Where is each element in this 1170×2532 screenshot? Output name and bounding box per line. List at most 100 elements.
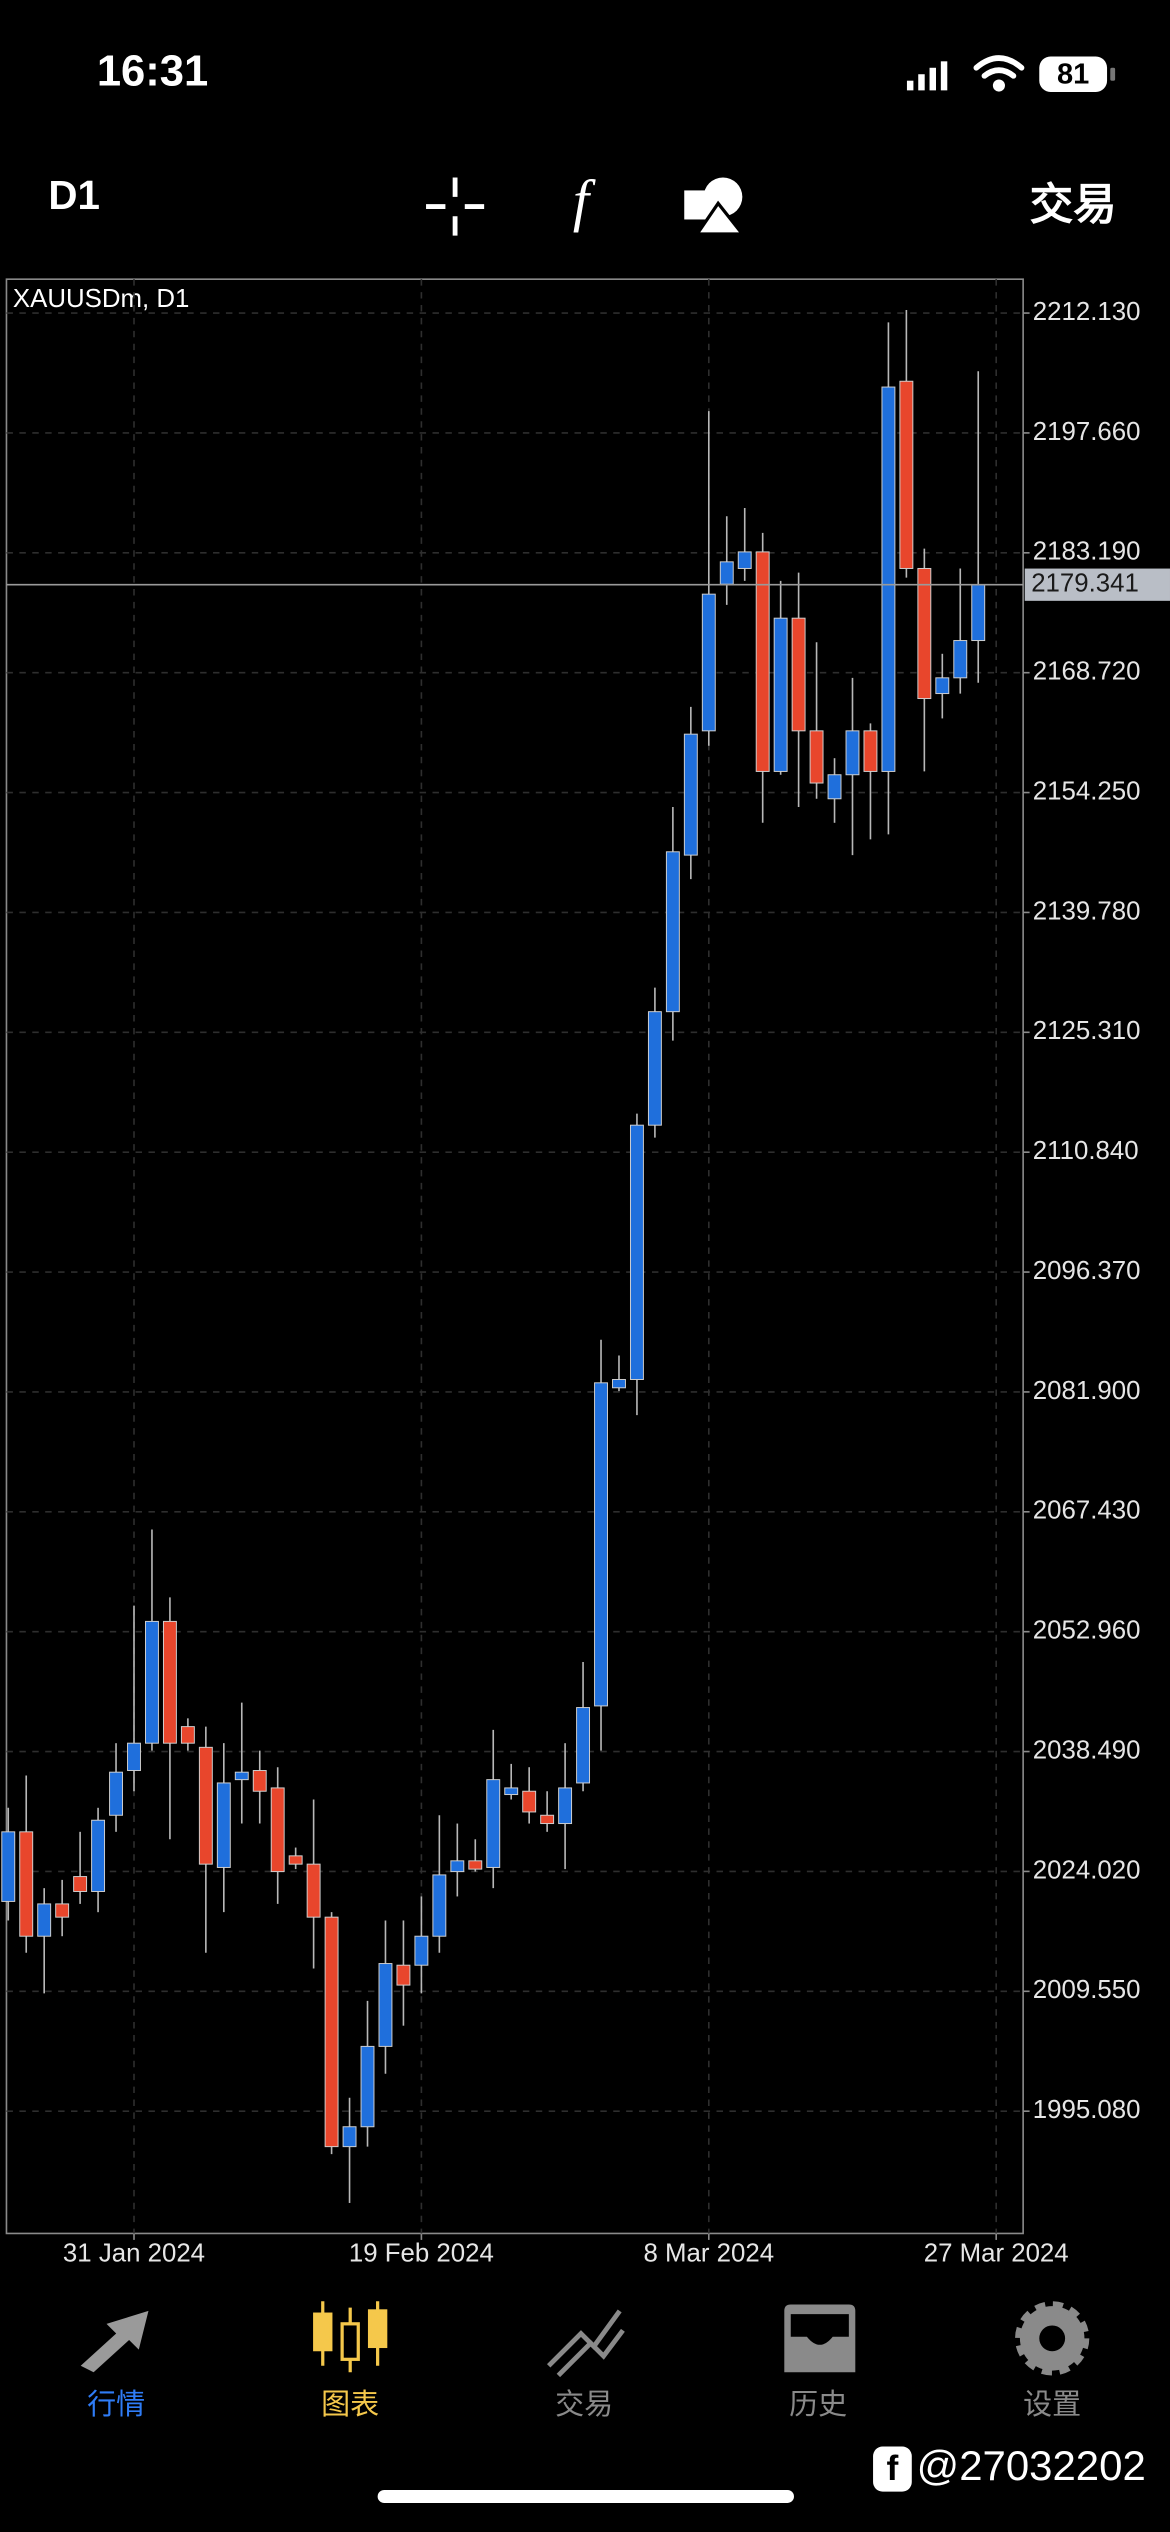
y-tick-label: 2052.960 (1033, 1617, 1141, 1645)
last-price-box (1024, 568, 1170, 601)
candle-body (701, 593, 716, 732)
x-tick-label: 31 Jan 2024 (63, 2239, 205, 2267)
candle-body (55, 1903, 70, 1918)
candle-body (719, 561, 734, 585)
tab-label[interactable]: 交易 (555, 2388, 613, 2421)
x-tick-label: 27 Mar 2024 (924, 2239, 1069, 2267)
candle-body (576, 1707, 591, 1784)
candle-body (216, 1782, 231, 1868)
watermark-icon (873, 2446, 912, 2492)
candle-body (414, 1935, 429, 1966)
candle-body (647, 1011, 662, 1126)
candle-body (270, 1787, 285, 1873)
candle-body (629, 1124, 644, 1380)
candle-body (91, 1819, 106, 1892)
plot: 2212.130 2197.660 2183.190 2168.720 2154.250… (1, 279, 1170, 2267)
candle-body (737, 551, 752, 569)
candle-body (863, 730, 878, 772)
y-tick-label: 2125.310 (1033, 1017, 1141, 1045)
y-tick-label: 2081.900 (1033, 1377, 1141, 1405)
y-tick-label: 2009.550 (1033, 1976, 1141, 2004)
y-tick-label: 2110.840 (1033, 1137, 1139, 1165)
candle-body (73, 1876, 88, 1892)
tab-label[interactable]: 图表 (321, 2388, 379, 2421)
candle-body (306, 1863, 321, 1918)
candle-body (683, 733, 698, 856)
candle-body (791, 617, 806, 732)
y-tick-label: 2168.720 (1033, 658, 1141, 686)
candle-body (396, 1964, 411, 1986)
candle-body (558, 1787, 573, 1825)
tab-quotes-icon[interactable] (80, 2310, 149, 2373)
objects-button[interactable] (684, 177, 746, 236)
candle-body (342, 2126, 357, 2148)
home-indicator (377, 2490, 794, 2503)
candle-body (1, 1831, 16, 1902)
candle-body (773, 617, 788, 772)
candle-body (827, 774, 842, 800)
watermark: @27032202 (917, 2442, 1146, 2489)
candle-body (19, 1831, 34, 1937)
candle-body (288, 1855, 303, 1865)
candle-body (594, 1382, 608, 1707)
tab-label[interactable]: 行情 (87, 2388, 145, 2421)
candle-body (755, 551, 770, 772)
candle-body (198, 1746, 213, 1865)
candle-body (899, 380, 914, 569)
crosshair-button[interactable] (426, 177, 485, 236)
candle-body (234, 1771, 249, 1781)
watermark-icon-glyph: f (887, 2448, 899, 2488)
candle-body (127, 1742, 141, 1772)
candle-body (162, 1620, 177, 1744)
tab-label[interactable]: 设置 (1023, 2389, 1081, 2421)
timeframe-button[interactable]: D1 (48, 172, 100, 218)
y-tick-label: 2096.370 (1033, 1257, 1141, 1285)
battery-icon (1039, 56, 1108, 92)
chart-title: XAUUSDm, D1 (13, 285, 189, 313)
candle-body (845, 730, 860, 776)
wifi-icon (973, 55, 1025, 92)
candle-body (953, 640, 968, 679)
candle-body (109, 1771, 123, 1816)
candle-body (486, 1779, 501, 1868)
y-tick-label: 2154.250 (1033, 777, 1141, 805)
status-time: 16:31 (97, 48, 208, 96)
candle-body (145, 1620, 159, 1744)
candle-body (504, 1787, 519, 1796)
y-tick-label: 1995.080 (1033, 2096, 1141, 2124)
candle-body (360, 2045, 375, 2128)
y-tick-label: 2038.490 (1033, 1736, 1141, 1764)
candle-body (881, 386, 896, 772)
candle-body (432, 1874, 447, 1937)
candle-body (971, 584, 986, 642)
candle-body (935, 677, 950, 695)
battery-cap (1110, 67, 1116, 81)
candle-body (468, 1860, 483, 1870)
tab-settings-icon[interactable] (1015, 2301, 1090, 2376)
last-price-label: 2179.341 (1031, 570, 1139, 598)
trade-button[interactable]: 交易 (1030, 182, 1117, 230)
candle-body (809, 730, 824, 784)
candle-body (522, 1790, 537, 1813)
tab-trade-icon[interactable] (546, 2309, 625, 2378)
candle-body (324, 1916, 339, 2148)
candle-body (917, 567, 932, 700)
y-tick-label: 2067.430 (1033, 1497, 1141, 1525)
tab-label[interactable]: 历史 (789, 2388, 847, 2421)
y-tick-label: 2197.660 (1033, 418, 1141, 446)
candle-body (37, 1903, 52, 1937)
candle-body (252, 1770, 267, 1792)
chart-frame (5, 278, 1024, 2235)
x-tick-label: 19 Feb 2024 (349, 2239, 494, 2267)
y-tick-label: 2024.020 (1033, 1856, 1141, 1884)
candle-body (180, 1726, 195, 1744)
tab-history-icon[interactable] (784, 2304, 856, 2373)
y-tick-label: 2139.780 (1033, 897, 1141, 925)
y-tick-label: 2183.190 (1033, 538, 1141, 566)
signal-icon (906, 61, 948, 91)
tab-chart-icon[interactable] (313, 2301, 388, 2373)
candle-body (665, 851, 680, 1013)
